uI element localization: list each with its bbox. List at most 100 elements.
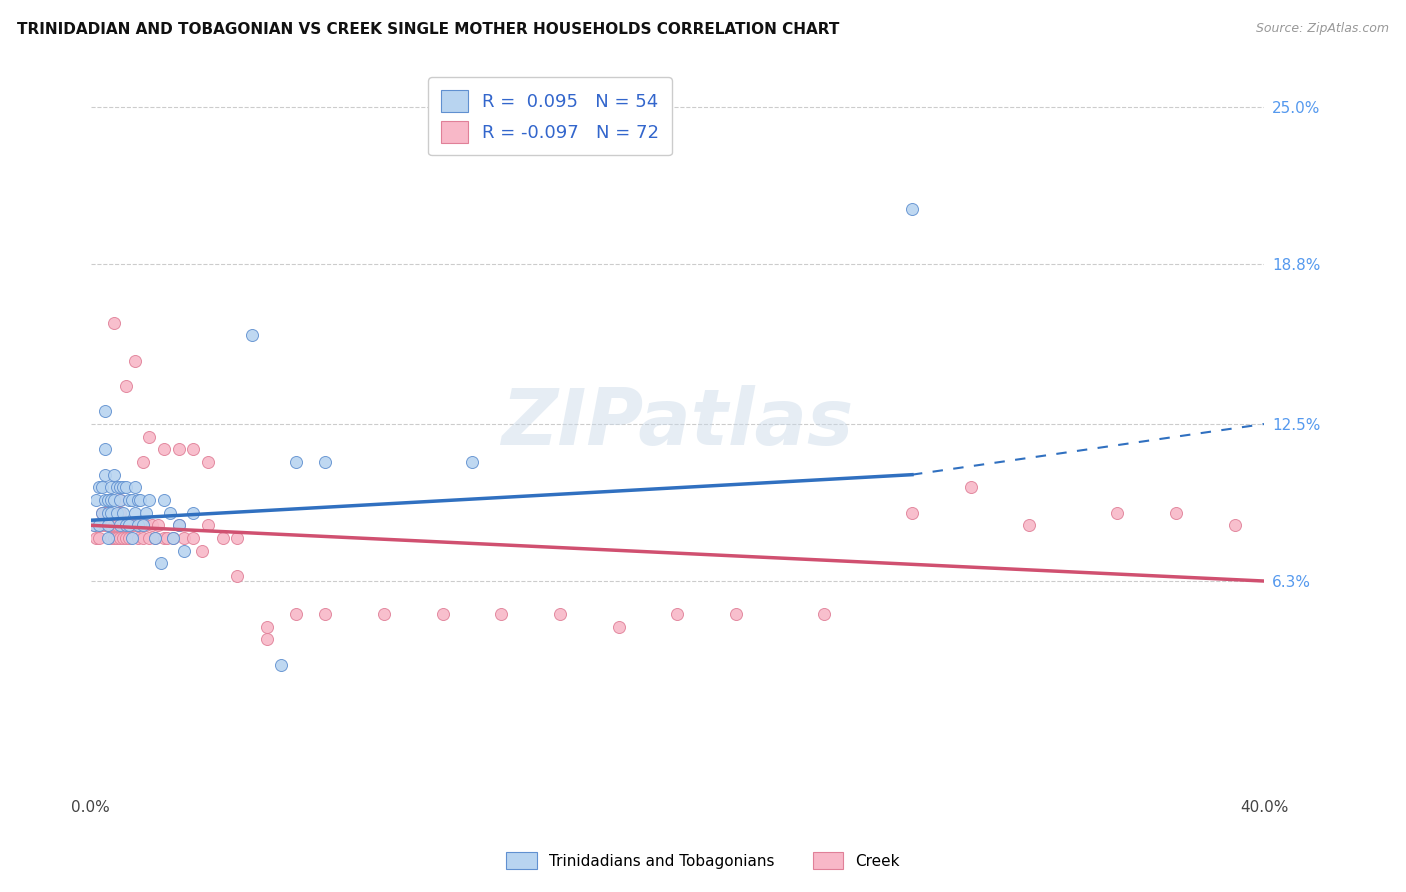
Point bbox=[114, 531, 136, 545]
Point bbox=[108, 518, 131, 533]
Point bbox=[197, 518, 219, 533]
Point bbox=[91, 506, 114, 520]
Point bbox=[108, 493, 131, 508]
Point bbox=[103, 467, 125, 482]
Point bbox=[150, 557, 173, 571]
Point bbox=[121, 518, 143, 533]
Point bbox=[127, 493, 149, 508]
Point bbox=[432, 607, 454, 621]
Point bbox=[111, 506, 134, 520]
Point bbox=[118, 518, 141, 533]
Point bbox=[105, 531, 128, 545]
Point bbox=[89, 518, 111, 533]
Point bbox=[105, 480, 128, 494]
Point bbox=[118, 493, 141, 508]
Point bbox=[94, 493, 117, 508]
Point bbox=[240, 328, 263, 343]
Legend: R =  0.095   N = 54, R = -0.097   N = 72: R = 0.095 N = 54, R = -0.097 N = 72 bbox=[429, 77, 672, 155]
Point bbox=[111, 531, 134, 545]
Point bbox=[666, 607, 689, 621]
Point bbox=[181, 531, 204, 545]
Point bbox=[1223, 518, 1246, 533]
Point bbox=[103, 518, 125, 533]
Point bbox=[146, 518, 169, 533]
Point bbox=[103, 493, 125, 508]
Point bbox=[181, 442, 204, 457]
Point bbox=[173, 543, 195, 558]
Point bbox=[94, 518, 117, 533]
Text: TRINIDADIAN AND TOBAGONIAN VS CREEK SINGLE MOTHER HOUSEHOLDS CORRELATION CHART: TRINIDADIAN AND TOBAGONIAN VS CREEK SING… bbox=[17, 22, 839, 37]
Point bbox=[167, 442, 190, 457]
Point bbox=[1018, 518, 1040, 533]
Point bbox=[138, 493, 160, 508]
Point bbox=[127, 531, 149, 545]
Point bbox=[159, 506, 181, 520]
Point bbox=[138, 430, 160, 444]
Point bbox=[94, 404, 117, 418]
Point bbox=[153, 493, 176, 508]
Point bbox=[256, 632, 278, 647]
Point bbox=[100, 493, 122, 508]
Point bbox=[153, 442, 176, 457]
Point bbox=[1164, 506, 1187, 520]
Point bbox=[118, 518, 141, 533]
Point bbox=[108, 531, 131, 545]
Point bbox=[156, 531, 179, 545]
Point bbox=[97, 531, 120, 545]
Point bbox=[191, 543, 214, 558]
Point bbox=[138, 531, 160, 545]
Point bbox=[94, 506, 117, 520]
Point bbox=[284, 455, 307, 469]
Point bbox=[105, 506, 128, 520]
Point bbox=[100, 531, 122, 545]
Point bbox=[132, 455, 155, 469]
Point bbox=[108, 480, 131, 494]
Text: ZIPatlas: ZIPatlas bbox=[501, 384, 853, 460]
Point bbox=[118, 531, 141, 545]
Point bbox=[314, 455, 336, 469]
Point bbox=[97, 506, 120, 520]
Point bbox=[181, 506, 204, 520]
Point bbox=[100, 518, 122, 533]
Point bbox=[167, 518, 190, 533]
Point bbox=[86, 493, 108, 508]
Point bbox=[607, 619, 630, 633]
Point bbox=[111, 480, 134, 494]
Point bbox=[124, 353, 146, 368]
Point bbox=[141, 518, 163, 533]
Point bbox=[94, 442, 117, 457]
Point bbox=[901, 506, 924, 520]
Point bbox=[89, 531, 111, 545]
Point bbox=[162, 531, 184, 545]
Point bbox=[548, 607, 571, 621]
Point bbox=[91, 506, 114, 520]
Point bbox=[97, 518, 120, 533]
Point bbox=[173, 531, 195, 545]
Point bbox=[284, 607, 307, 621]
Point bbox=[111, 518, 134, 533]
Point bbox=[124, 480, 146, 494]
Point bbox=[103, 316, 125, 330]
Point bbox=[132, 518, 155, 533]
Point bbox=[83, 518, 105, 533]
Point bbox=[114, 518, 136, 533]
Point bbox=[197, 455, 219, 469]
Point bbox=[121, 531, 143, 545]
Point bbox=[135, 518, 157, 533]
Point bbox=[143, 531, 166, 545]
Point bbox=[86, 531, 108, 545]
Point bbox=[127, 518, 149, 533]
Text: Source: ZipAtlas.com: Source: ZipAtlas.com bbox=[1256, 22, 1389, 36]
Point bbox=[270, 657, 292, 672]
Point bbox=[813, 607, 835, 621]
Point bbox=[256, 619, 278, 633]
Point bbox=[94, 467, 117, 482]
Point bbox=[135, 506, 157, 520]
Point bbox=[91, 518, 114, 533]
Point bbox=[143, 531, 166, 545]
Point bbox=[1107, 506, 1129, 520]
Point bbox=[89, 518, 111, 533]
Point bbox=[124, 506, 146, 520]
Point bbox=[153, 531, 176, 545]
Point bbox=[167, 518, 190, 533]
